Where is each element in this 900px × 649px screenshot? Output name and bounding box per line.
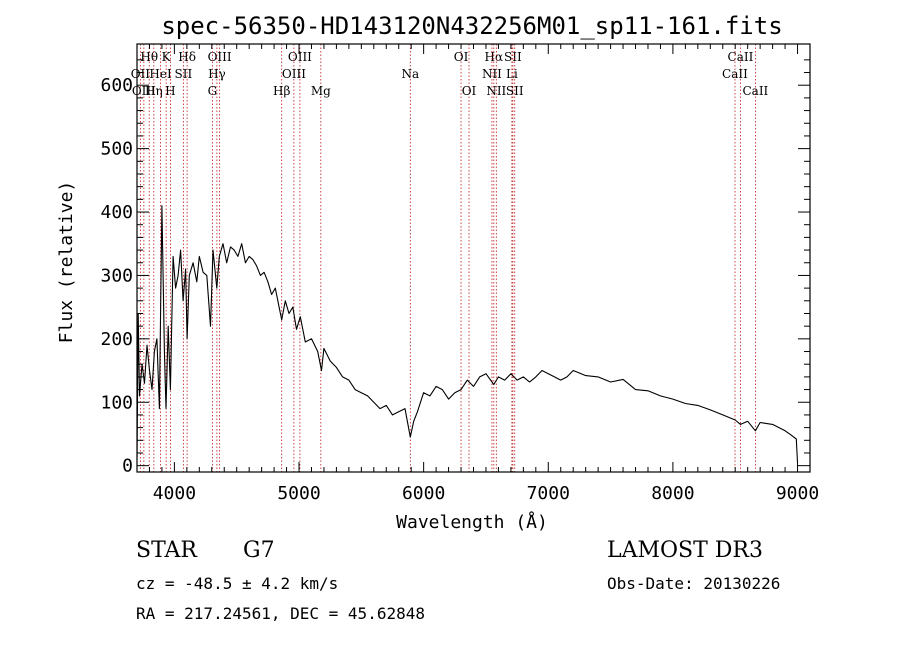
plot-frame [136, 43, 811, 473]
chart-title: spec-56350-HD143120N432256M01_sp11-161.f… [161, 12, 782, 40]
x-axis-label: Wavelength (Å) [396, 511, 548, 533]
spectrum-line [136, 205, 799, 463]
line-marker-label: Li [506, 67, 518, 81]
line-marker-label: OI [454, 50, 469, 64]
line-marker-label: Hα [485, 50, 504, 64]
x-tick-label: 9000 [776, 483, 819, 504]
line-marker-label: SII [506, 84, 524, 98]
line-marker-label: SII [175, 67, 193, 81]
y-tick-label: 600 [100, 75, 133, 96]
line-marker-label: CaII [722, 67, 748, 81]
line-marker-label: CaII [742, 84, 768, 98]
y-tick-label: 100 [100, 392, 133, 413]
x-tick-label: 4000 [153, 483, 196, 504]
x-tick-label: 7000 [527, 483, 570, 504]
y-axis-label: Flux (relative) [56, 181, 77, 344]
x-tick-label: 5000 [277, 483, 320, 504]
line-marker-label: Na [401, 67, 419, 81]
line-marker-label: OI [462, 84, 477, 98]
line-marker-label: OIII [208, 50, 232, 64]
redshift-readout: cz = -48.5 ± 4.2 km/s [136, 574, 339, 593]
line-marker-label: Hδ [178, 50, 196, 64]
x-tick-label: 8000 [651, 483, 694, 504]
line-marker-label: Hγ [208, 67, 226, 81]
survey-name: LAMOST DR3 [607, 538, 763, 563]
line-marker-label: H [165, 84, 175, 98]
line-marker-label: Hη [145, 84, 163, 98]
line-marker-label: K [162, 50, 172, 64]
line-marker-label: OIII [288, 50, 312, 64]
x-tick-label: 6000 [402, 483, 445, 504]
line-marker-label: HeI [149, 67, 172, 81]
line-marker-label: Hθ [140, 50, 158, 64]
line-marker-label: NII [486, 84, 506, 98]
object-class: STAR [136, 538, 197, 563]
coordinates: RA = 217.24561, DEC = 45.62848 [136, 604, 425, 623]
line-marker-label: SII [504, 50, 522, 64]
y-tick-label: 300 [100, 265, 133, 286]
line-marker-label: Mg [311, 84, 331, 98]
line-marker-label: OII [131, 67, 151, 81]
y-tick-label: 0 [122, 456, 133, 477]
line-marker-label: OIII [132, 84, 156, 98]
y-tick-label: 500 [100, 139, 133, 160]
y-tick-label: 200 [100, 329, 133, 350]
obs-date: Obs-Date: 20130226 [607, 574, 781, 593]
subclass: G7 [243, 538, 275, 563]
line-marker-label: NII [482, 67, 502, 81]
line-marker-label: CaII [728, 50, 754, 64]
y-tick-label: 400 [100, 202, 133, 223]
line-marker-label: G [208, 84, 218, 98]
line-marker-label: Hβ [273, 84, 290, 98]
line-marker-label: OIII [282, 67, 306, 81]
axis-ticks: 4000 5000 6000 7000 8000 9000 0 100 200 300 400 500… [100, 44, 819, 504]
